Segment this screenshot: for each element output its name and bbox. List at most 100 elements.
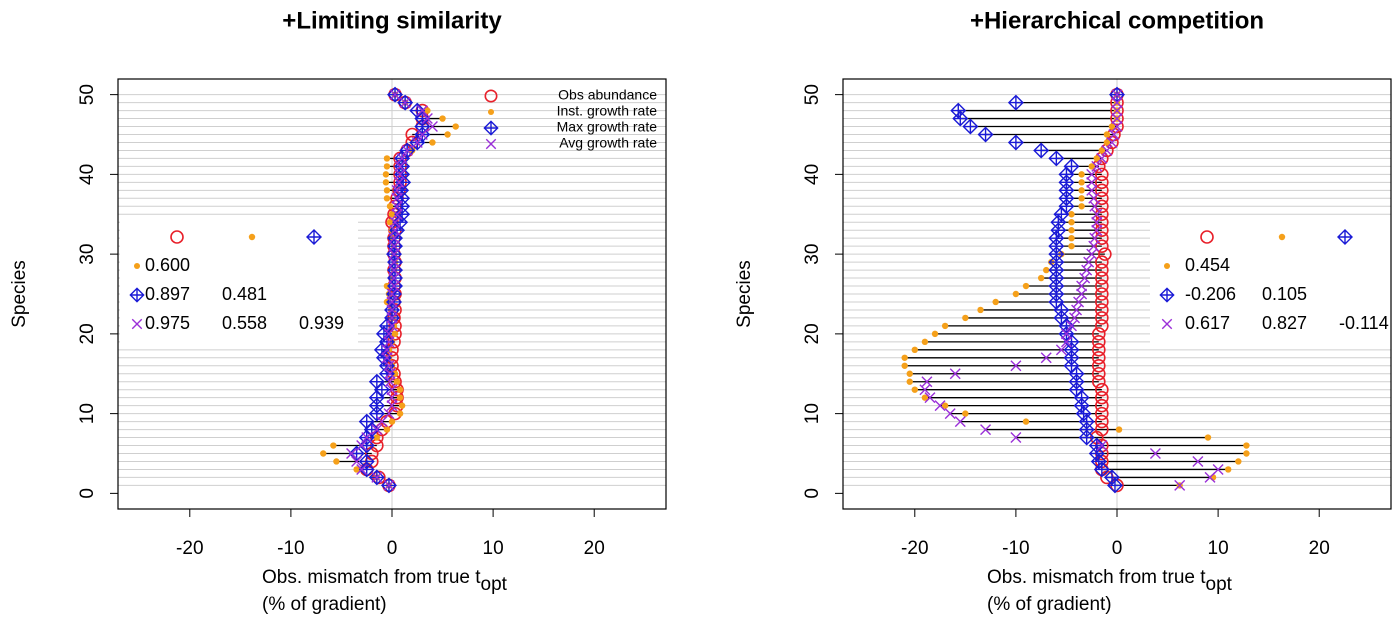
marker-diamond bbox=[306, 229, 322, 245]
marker-cross bbox=[391, 208, 403, 220]
marker-dot bbox=[330, 442, 337, 449]
marker-circle bbox=[1095, 191, 1109, 206]
marker-cross bbox=[389, 89, 401, 101]
marker-circle bbox=[1095, 175, 1109, 190]
x-axis-label-main: Obs. mismatch from true t bbox=[262, 567, 481, 588]
marker-cross bbox=[386, 296, 398, 308]
marker-cross bbox=[371, 471, 383, 483]
marker-dot bbox=[133, 262, 141, 270]
marker-cross bbox=[394, 168, 406, 180]
y-tick-label: 40 bbox=[802, 164, 823, 185]
x-axis-label-sub: opt bbox=[1206, 574, 1233, 595]
marker-dot bbox=[383, 426, 391, 433]
marker-diamond bbox=[1103, 469, 1120, 486]
marker-cross bbox=[351, 455, 363, 467]
correlation-value: 0.454 bbox=[1185, 255, 1230, 275]
marker-circle bbox=[1095, 295, 1109, 309]
y-tick-label: 30 bbox=[802, 244, 823, 265]
marker-circle bbox=[1095, 271, 1109, 285]
marker-circle bbox=[1095, 398, 1109, 413]
marker-cross bbox=[1096, 440, 1108, 452]
marker-diamond bbox=[1007, 134, 1024, 151]
x-axis-label: Obs. mismatch from true topt bbox=[262, 567, 508, 595]
marker-diamond bbox=[1033, 142, 1050, 159]
y-tick-label: 10 bbox=[77, 403, 98, 424]
correlation-value: 0.105 bbox=[1262, 284, 1307, 304]
marker-diamond bbox=[358, 453, 375, 470]
x-axis-label: Obs. mismatch from true topt bbox=[987, 567, 1233, 595]
marker-cross bbox=[356, 440, 368, 452]
marker-cross bbox=[1091, 160, 1103, 172]
marker-dot bbox=[373, 434, 381, 441]
marker-cross bbox=[396, 152, 408, 164]
marker-dot bbox=[1043, 266, 1050, 274]
marker-cross bbox=[411, 136, 423, 148]
marker-diamond bbox=[1075, 405, 1092, 422]
marker-dot bbox=[1012, 290, 1020, 298]
marker-dot bbox=[1078, 179, 1085, 186]
y-axis-label: Species bbox=[734, 260, 755, 328]
marker-dot bbox=[992, 298, 999, 306]
marker-circle bbox=[1092, 374, 1106, 389]
correlation-value: 0.600 bbox=[145, 255, 190, 275]
correlation-value: 0.481 bbox=[222, 284, 267, 304]
correlation-value: 0.939 bbox=[299, 313, 344, 333]
marker-cross bbox=[386, 392, 398, 404]
y-tick-label: 0 bbox=[802, 488, 823, 499]
marker-cross bbox=[1086, 168, 1098, 180]
marker-dot bbox=[398, 402, 406, 409]
marker-cross bbox=[1088, 192, 1100, 204]
marker-cross bbox=[1076, 280, 1088, 292]
marker-dot bbox=[391, 330, 399, 338]
x-tick-label: 20 bbox=[1309, 538, 1330, 559]
marker-cross bbox=[346, 448, 358, 459]
marker-circle bbox=[1095, 303, 1109, 317]
marker-dot bbox=[941, 402, 949, 409]
marker-dot bbox=[396, 394, 404, 401]
correlation-value: 0.827 bbox=[1262, 313, 1307, 333]
marker-dot bbox=[439, 115, 446, 122]
marker-cross bbox=[921, 376, 933, 388]
marker-cross bbox=[1111, 97, 1123, 109]
correlation-value: -0.114 bbox=[1339, 313, 1389, 333]
marker-dot bbox=[391, 370, 399, 377]
marker-dot bbox=[1225, 466, 1232, 473]
marker-diamond bbox=[368, 373, 385, 390]
marker-cross bbox=[371, 424, 383, 436]
x-axis-label-main: Obs. mismatch from true t bbox=[987, 567, 1206, 588]
marker-cross bbox=[383, 479, 395, 491]
y-tick-label: 30 bbox=[77, 244, 98, 265]
marker-dot bbox=[911, 346, 918, 354]
marker-cross bbox=[384, 376, 396, 388]
marker-cross bbox=[1111, 113, 1123, 125]
marker-cross bbox=[386, 312, 398, 324]
marker-dot bbox=[396, 386, 404, 393]
marker-cross bbox=[1040, 352, 1052, 364]
marker-dot bbox=[901, 362, 908, 369]
marker-circle bbox=[1092, 335, 1106, 349]
correlation-value: 0.617 bbox=[1185, 313, 1230, 333]
marker-cross bbox=[399, 97, 411, 109]
marker-diamond bbox=[1007, 94, 1024, 111]
marker-dot bbox=[906, 378, 913, 385]
marker-diamond bbox=[950, 102, 967, 119]
marker-cross bbox=[485, 138, 497, 150]
legend-label: Max growth rate bbox=[557, 119, 658, 135]
marker-cross bbox=[1086, 184, 1098, 196]
marker-cross bbox=[1096, 152, 1108, 164]
legend-label: Obs abundance bbox=[558, 87, 657, 103]
y-tick-label: 20 bbox=[77, 323, 98, 344]
marker-dot bbox=[1022, 282, 1030, 290]
marker-cross bbox=[1010, 360, 1022, 372]
marker-cross bbox=[391, 192, 403, 204]
marker-dot bbox=[1204, 434, 1212, 441]
marker-dot bbox=[1078, 187, 1085, 194]
marker-cross bbox=[401, 144, 413, 156]
marker-dot bbox=[906, 370, 913, 377]
marker-dot bbox=[383, 155, 391, 162]
marker-diamond bbox=[483, 120, 499, 136]
marker-dot bbox=[1068, 211, 1075, 218]
marker-diamond bbox=[1048, 150, 1065, 167]
marker-cross bbox=[944, 408, 956, 420]
